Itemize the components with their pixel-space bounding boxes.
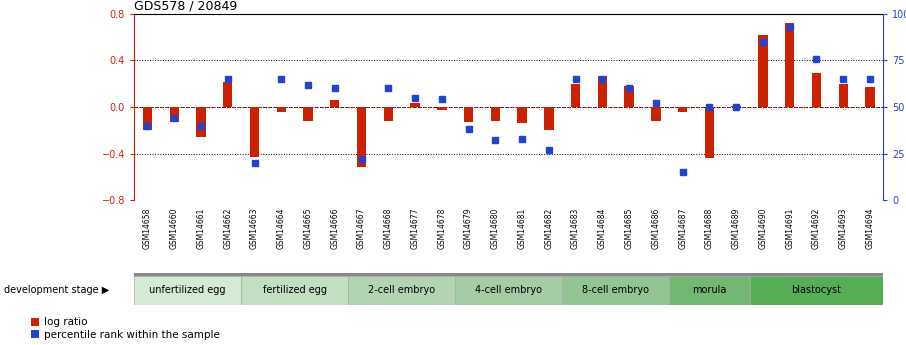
Bar (563, 276, 670, 305)
Bar (357, 107, 366, 167)
Bar (571, 83, 581, 107)
Bar (705, 107, 714, 158)
Bar (455, 276, 563, 305)
Text: development stage ▶: development stage ▶ (4, 285, 109, 295)
Bar (758, 35, 767, 107)
Bar (223, 82, 233, 107)
Text: 2-cell embryo: 2-cell embryo (368, 285, 435, 295)
Bar (651, 107, 660, 121)
Bar (598, 76, 607, 107)
Bar (731, 106, 741, 107)
Bar (330, 100, 340, 107)
Text: unfertilized egg: unfertilized egg (149, 285, 226, 295)
Text: 4-cell embryo: 4-cell embryo (476, 285, 542, 295)
Bar (250, 107, 259, 157)
Bar (865, 87, 874, 107)
Bar (134, 276, 241, 305)
Legend: log ratio, percentile rank within the sample: log ratio, percentile rank within the sa… (31, 317, 220, 340)
Text: GDS578 / 20849: GDS578 / 20849 (134, 0, 237, 13)
Text: fertilized egg: fertilized egg (263, 285, 327, 295)
Text: blastocyst: blastocyst (792, 285, 842, 295)
Bar (491, 107, 500, 121)
Bar (464, 107, 473, 122)
Bar (437, 107, 447, 110)
Bar (197, 107, 206, 137)
Bar (545, 107, 554, 130)
Bar (276, 107, 286, 112)
Bar (304, 107, 313, 121)
Bar (749, 276, 883, 305)
Text: 8-cell embryo: 8-cell embryo (583, 285, 650, 295)
Bar (348, 276, 455, 305)
Bar (678, 107, 688, 112)
Bar (383, 107, 393, 121)
Bar (410, 104, 419, 107)
Text: morula: morula (692, 285, 727, 295)
Bar (169, 107, 178, 122)
Bar (143, 107, 152, 130)
Bar (812, 73, 821, 107)
Bar (517, 107, 526, 123)
Bar (624, 86, 634, 107)
Bar (839, 83, 848, 107)
Bar (785, 23, 795, 107)
Bar (670, 276, 749, 305)
Bar (241, 276, 348, 305)
